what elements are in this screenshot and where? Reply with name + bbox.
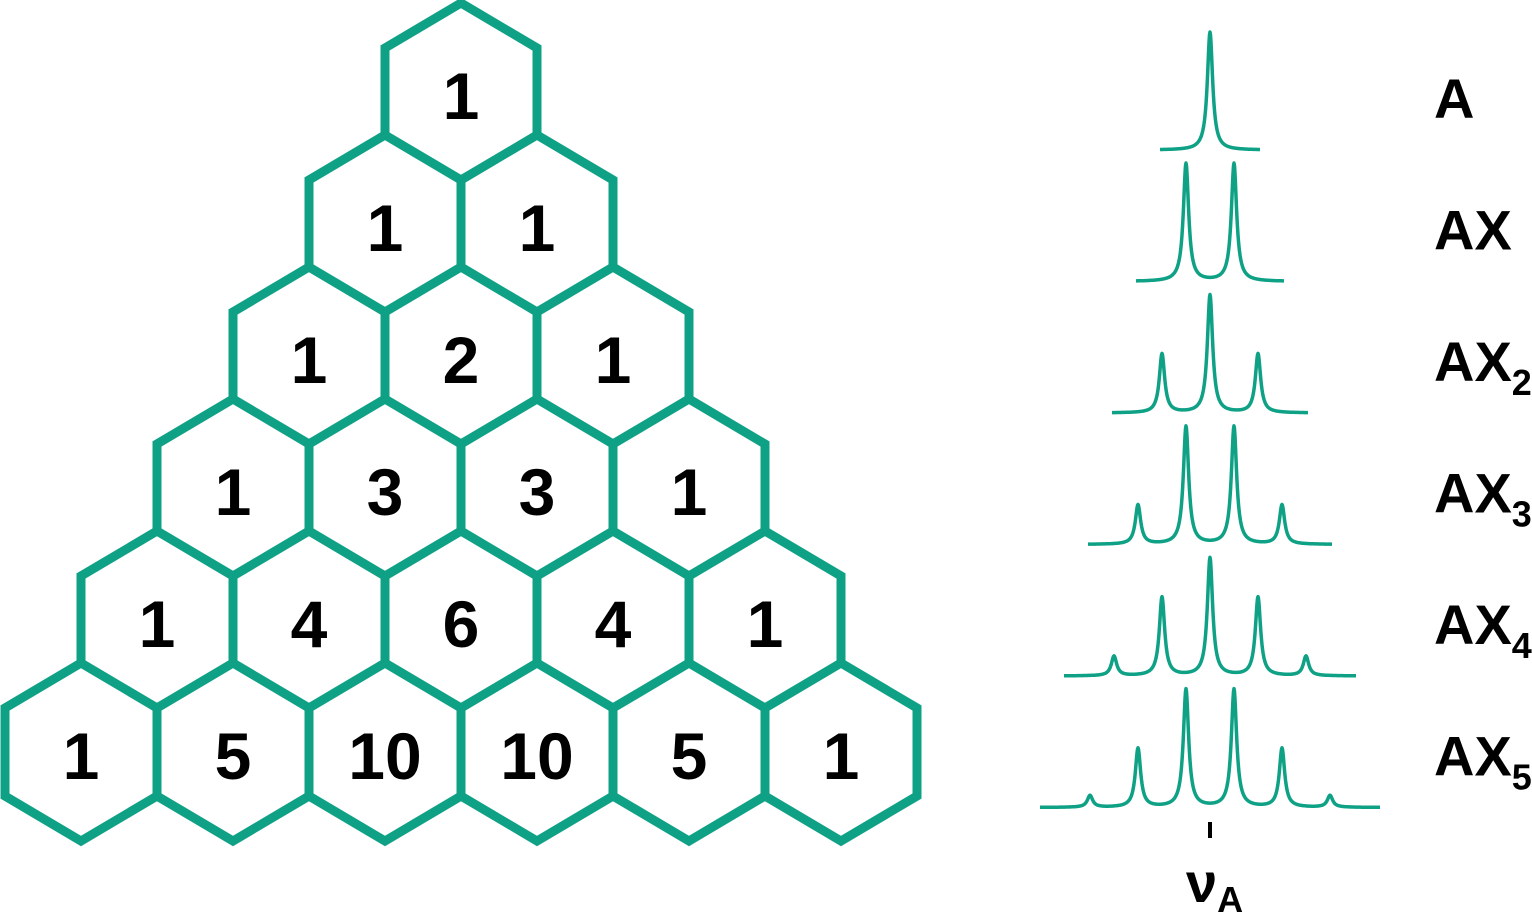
coefficient-label: 1 bbox=[63, 719, 100, 793]
multiplet-label-subscript: 3 bbox=[1512, 494, 1532, 535]
coefficient-label: 2 bbox=[443, 323, 480, 397]
coefficient-label: 4 bbox=[291, 587, 328, 661]
multiplet-label-main: AX bbox=[1434, 462, 1512, 525]
coefficient-label: 10 bbox=[500, 719, 573, 793]
coefficient-label: 1 bbox=[823, 719, 860, 793]
multiplet-line bbox=[1062, 555, 1358, 678]
multiplet-label-subscript: 5 bbox=[1512, 757, 1532, 798]
coefficient-label: 6 bbox=[443, 587, 480, 661]
multiplet-label: AX4 bbox=[1434, 593, 1532, 666]
frequency-subscript: A bbox=[1217, 879, 1243, 918]
coefficient-label: 3 bbox=[367, 455, 404, 529]
coefficient-label: 1 bbox=[215, 455, 252, 529]
multiplet-line bbox=[1038, 686, 1382, 810]
frequency-label: νA bbox=[1186, 851, 1243, 918]
coefficient-label: 3 bbox=[519, 455, 556, 529]
multiplet-label: A bbox=[1434, 67, 1474, 130]
multiplet-label-main: A bbox=[1434, 67, 1474, 130]
coefficient-label: 4 bbox=[595, 587, 632, 661]
multiplet-line bbox=[1086, 424, 1334, 546]
multiplet-label-subscript: 4 bbox=[1512, 625, 1532, 666]
multiplet-label: AX3 bbox=[1434, 462, 1532, 535]
coefficient-label: 5 bbox=[215, 719, 252, 793]
multiplet-line bbox=[1158, 30, 1262, 152]
multiplet-label: AX bbox=[1434, 199, 1512, 262]
coefficient-label: 1 bbox=[139, 587, 176, 661]
coefficient-label: 1 bbox=[747, 587, 784, 661]
multiplet-line bbox=[1110, 292, 1310, 415]
multiplet-spectra bbox=[1038, 30, 1382, 810]
multiplet-label-main: AX bbox=[1434, 593, 1512, 656]
multiplet-line bbox=[1134, 161, 1286, 283]
multiplet-label-main: AX bbox=[1434, 199, 1512, 262]
multiplet-label-subscript: 2 bbox=[1512, 362, 1532, 403]
coefficient-label: 1 bbox=[595, 323, 632, 397]
multiplet-label-main: AX bbox=[1434, 330, 1512, 393]
coefficient-label: 10 bbox=[348, 719, 421, 793]
coefficient-label: 1 bbox=[443, 59, 480, 133]
multiplet-label: AX2 bbox=[1434, 330, 1532, 403]
coefficient-label: 5 bbox=[671, 719, 708, 793]
hex-cell bbox=[760, 657, 922, 847]
frequency-symbol: ν bbox=[1186, 851, 1217, 914]
frequency-marker: νA bbox=[1186, 822, 1243, 918]
multiplet-label-main: AX bbox=[1434, 725, 1512, 788]
coefficient-label: 1 bbox=[519, 191, 556, 265]
coefficient-label: 1 bbox=[291, 323, 328, 397]
multiplet-label: AX5 bbox=[1434, 725, 1532, 798]
coefficient-label: 1 bbox=[671, 455, 708, 529]
pascal-triangle: 11 11 2 11 3 3 11 4 6 4 11 5 10 10 5 1 bbox=[0, 0, 922, 847]
coefficient-label: 1 bbox=[367, 191, 404, 265]
